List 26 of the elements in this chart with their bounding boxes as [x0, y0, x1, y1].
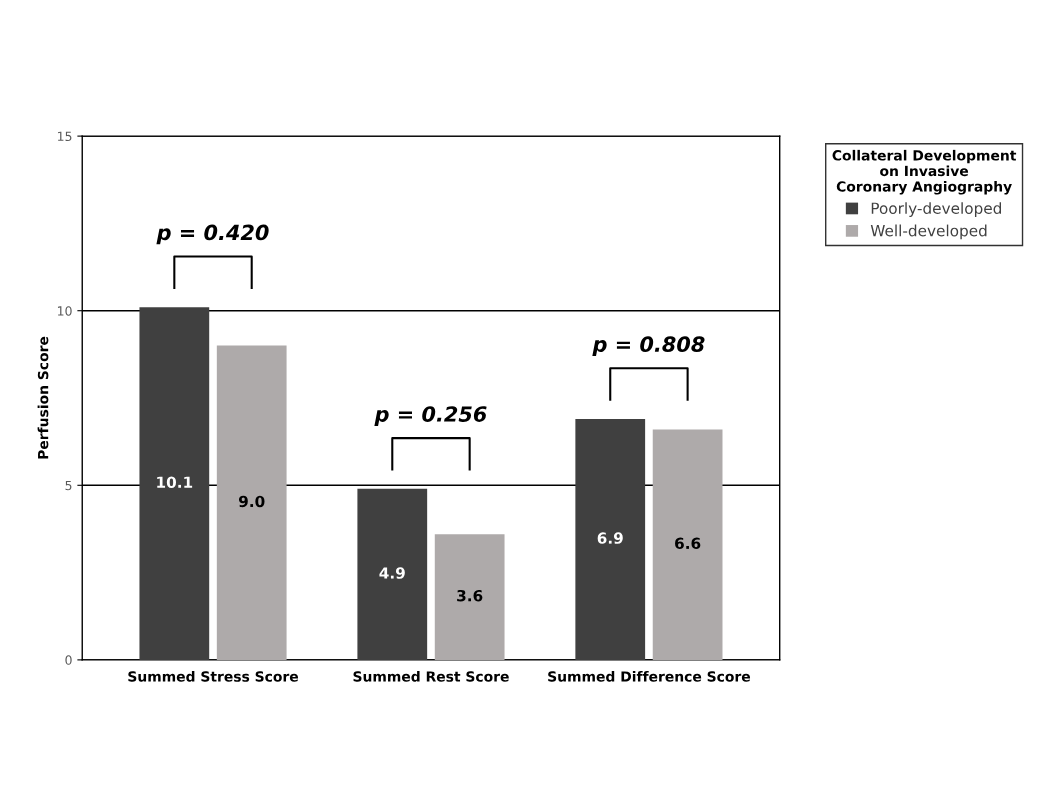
legend-label: Poorly-developed [871, 202, 1001, 217]
y-tick-label: 10 [57, 306, 72, 316]
y-axis-title: Perfusion Score [37, 336, 49, 459]
legend-title: Collateral Development on Invasive Coronary Angiography [832, 149, 1017, 195]
data-label: 4.9 [379, 567, 405, 579]
data-label: 10.1 [157, 476, 193, 488]
y-tick-label: 15 [57, 131, 72, 142]
bar [139, 307, 210, 660]
bar [652, 429, 723, 660]
x-tick-label: Summed Rest Score [353, 671, 509, 682]
legend-label: Well-developed [870, 224, 987, 240]
annotation: p = 0.256 [374, 406, 487, 426]
data-label: 9.0 [238, 495, 265, 508]
data-label: 6.9 [597, 532, 623, 544]
bar [434, 534, 505, 660]
data-label: 6.6 [675, 537, 701, 550]
y-tick-label: 5 [65, 480, 72, 491]
data-label: 3.6 [457, 589, 483, 602]
x-tick-label: Summed Difference Score [548, 671, 751, 682]
annotation: p = 0.420 [156, 224, 269, 245]
y-tick-label: 0 [65, 655, 72, 665]
bar [216, 345, 287, 660]
x-tick-label: Summed Stress Score [128, 671, 299, 682]
bar [575, 418, 646, 660]
bar [357, 488, 428, 660]
annotation: p = 0.808 [592, 336, 705, 357]
